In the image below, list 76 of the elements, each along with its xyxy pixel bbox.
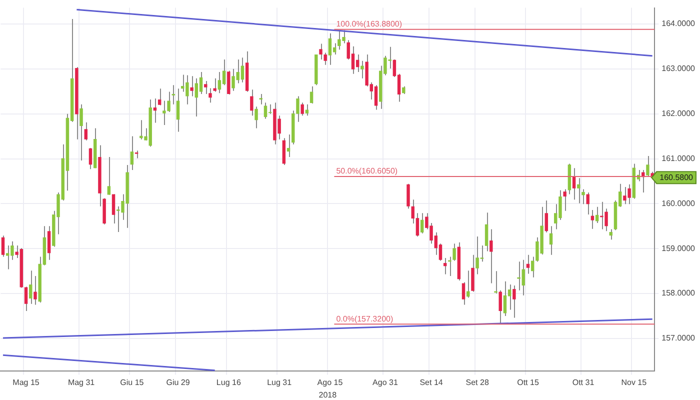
- x-tick-label: Set 28: [466, 378, 490, 387]
- candlestick: [310, 86, 314, 104]
- candlestick: [563, 188, 566, 212]
- ref-line-label: 50.0%(160.6050): [336, 166, 398, 176]
- candlestick: [300, 102, 304, 116]
- candlestick: [250, 89, 254, 116]
- x-tick-label: Lug 31: [267, 378, 292, 387]
- candlestick: [47, 226, 51, 260]
- candlestick: [526, 254, 530, 274]
- candlestick: [130, 136, 134, 170]
- candlestick: [172, 84, 176, 105]
- candlestick: [218, 72, 222, 94]
- candlestick: [1, 235, 5, 258]
- y-tick-label: 160.0000: [662, 198, 696, 208]
- candlestick: [176, 88, 180, 132]
- x-tick-label: Nov 15: [621, 378, 648, 387]
- candlestick: [356, 54, 360, 73]
- candlestick: [107, 156, 111, 196]
- candlestick: [406, 183, 410, 210]
- candlestick: [199, 72, 203, 95]
- candlestick: [240, 57, 244, 83]
- candlestick: [259, 94, 262, 105]
- candlestick: [222, 58, 226, 86]
- y-tick-label: 158.0000: [662, 288, 696, 298]
- x-tick-label: Ago 15: [317, 378, 344, 387]
- candlestick: [544, 200, 548, 233]
- ref-line-label: 0.0%(157.3200): [336, 314, 394, 324]
- candlestick: [351, 46, 355, 74]
- candlestick: [374, 84, 378, 110]
- y-tick-label: 164.0000: [662, 19, 696, 28]
- x-tick-label: Ago 31: [372, 378, 398, 387]
- x-tick-label: Giu 15: [120, 378, 144, 387]
- candlestick: [88, 147, 92, 170]
- candlestick: [590, 209, 594, 230]
- text: 160.5800: [660, 172, 694, 182]
- candlestick: [328, 32, 332, 66]
- candlestick: [84, 122, 88, 141]
- y-tick-label: 162.0000: [662, 109, 696, 118]
- x-tick-label: Ott 15: [517, 378, 540, 387]
- ref-line-label: 100.0%(163.8800): [336, 20, 402, 29]
- candlestick: [646, 156, 650, 177]
- candlestick: [190, 76, 194, 97]
- candlestick: [264, 102, 268, 120]
- candlestick: [213, 78, 216, 92]
- candlestick: [282, 138, 286, 166]
- candlestick: [586, 192, 590, 215]
- candlestick: [609, 228, 612, 240]
- x-axis-title: 2018: [318, 390, 338, 400]
- candlestick: [549, 226, 553, 256]
- x-tick-label: Giu 29: [166, 378, 190, 387]
- candlestick: [227, 70, 230, 96]
- candlestick: [319, 43, 322, 60]
- x-tick-label: Mag 15: [12, 378, 40, 387]
- candlestick: [512, 284, 516, 318]
- y-tick-label: 157.0000: [662, 334, 696, 343]
- candlestick: [29, 270, 32, 304]
- candlestick: [471, 254, 474, 292]
- candlestick: [305, 104, 309, 116]
- candlestick: [268, 104, 272, 114]
- x-tick-label: Ott 31: [572, 378, 595, 387]
- candlestick: [194, 78, 198, 118]
- y-tick-label: 159.0000: [662, 244, 696, 253]
- y-tick-label: 161.0000: [662, 154, 696, 163]
- x-tick-label: Mag 31: [68, 378, 96, 387]
- y-tick-label: 163.0000: [662, 64, 696, 74]
- candlestick: [158, 88, 162, 106]
- x-tick-label: Set 14: [420, 378, 444, 387]
- candlestick: [420, 212, 424, 234]
- candlestick: [462, 282, 466, 306]
- candlestick: [24, 286, 28, 312]
- candlestick: [484, 212, 488, 252]
- candlestick: [508, 284, 512, 310]
- candlestick: [324, 52, 327, 66]
- candlestick: [503, 280, 507, 316]
- x-tick-label: Lug 16: [216, 378, 242, 387]
- candlestick: [112, 194, 116, 224]
